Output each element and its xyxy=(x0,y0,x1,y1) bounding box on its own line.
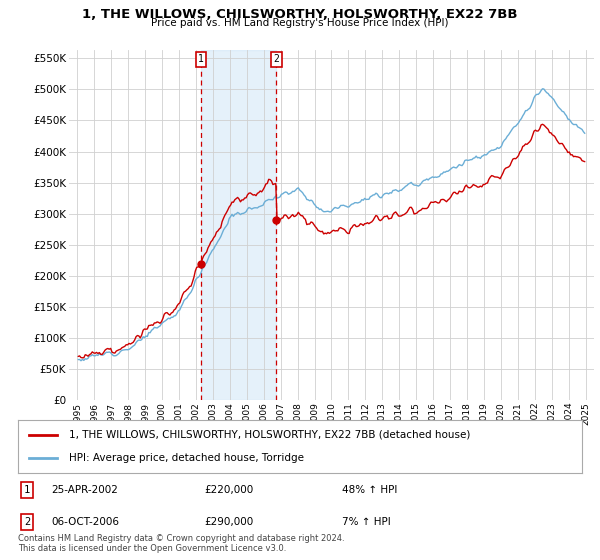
Text: This data is licensed under the Open Government Licence v3.0.: This data is licensed under the Open Gov… xyxy=(18,544,286,553)
Text: 48% ↑ HPI: 48% ↑ HPI xyxy=(342,485,397,495)
Text: 7% ↑ HPI: 7% ↑ HPI xyxy=(342,517,391,527)
Text: 2: 2 xyxy=(24,517,30,527)
Text: 2: 2 xyxy=(274,54,280,64)
Text: 1, THE WILLOWS, CHILSWORTHY, HOLSWORTHY, EX22 7BB (detached house): 1, THE WILLOWS, CHILSWORTHY, HOLSWORTHY,… xyxy=(69,430,470,440)
Text: 25-APR-2002: 25-APR-2002 xyxy=(51,485,118,495)
Text: 06-OCT-2006: 06-OCT-2006 xyxy=(51,517,119,527)
Text: Contains HM Land Registry data © Crown copyright and database right 2024.: Contains HM Land Registry data © Crown c… xyxy=(18,534,344,543)
Text: £220,000: £220,000 xyxy=(204,485,253,495)
Bar xyxy=(201,50,277,400)
Text: 1, THE WILLOWS, CHILSWORTHY, HOLSWORTHY, EX22 7BB: 1, THE WILLOWS, CHILSWORTHY, HOLSWORTHY,… xyxy=(82,8,518,21)
Text: 1: 1 xyxy=(24,485,30,495)
Text: £290,000: £290,000 xyxy=(204,517,253,527)
Text: 1: 1 xyxy=(198,54,204,64)
Text: HPI: Average price, detached house, Torridge: HPI: Average price, detached house, Torr… xyxy=(69,453,304,463)
Text: Price paid vs. HM Land Registry's House Price Index (HPI): Price paid vs. HM Land Registry's House … xyxy=(151,18,449,29)
